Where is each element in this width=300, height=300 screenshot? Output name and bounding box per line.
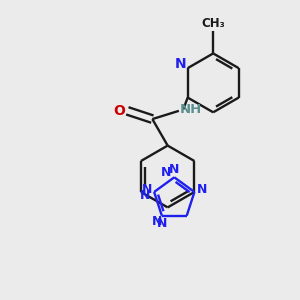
Text: N: N [142,183,152,196]
Text: NH: NH [180,103,202,116]
Text: N: N [196,183,207,196]
Text: N: N [152,215,163,228]
Text: N: N [140,189,150,202]
Text: N: N [161,167,171,179]
Text: N: N [169,163,179,176]
Text: O: O [113,104,125,118]
Text: N: N [175,57,186,71]
Text: N: N [157,218,167,230]
Text: CH₃: CH₃ [201,16,225,30]
